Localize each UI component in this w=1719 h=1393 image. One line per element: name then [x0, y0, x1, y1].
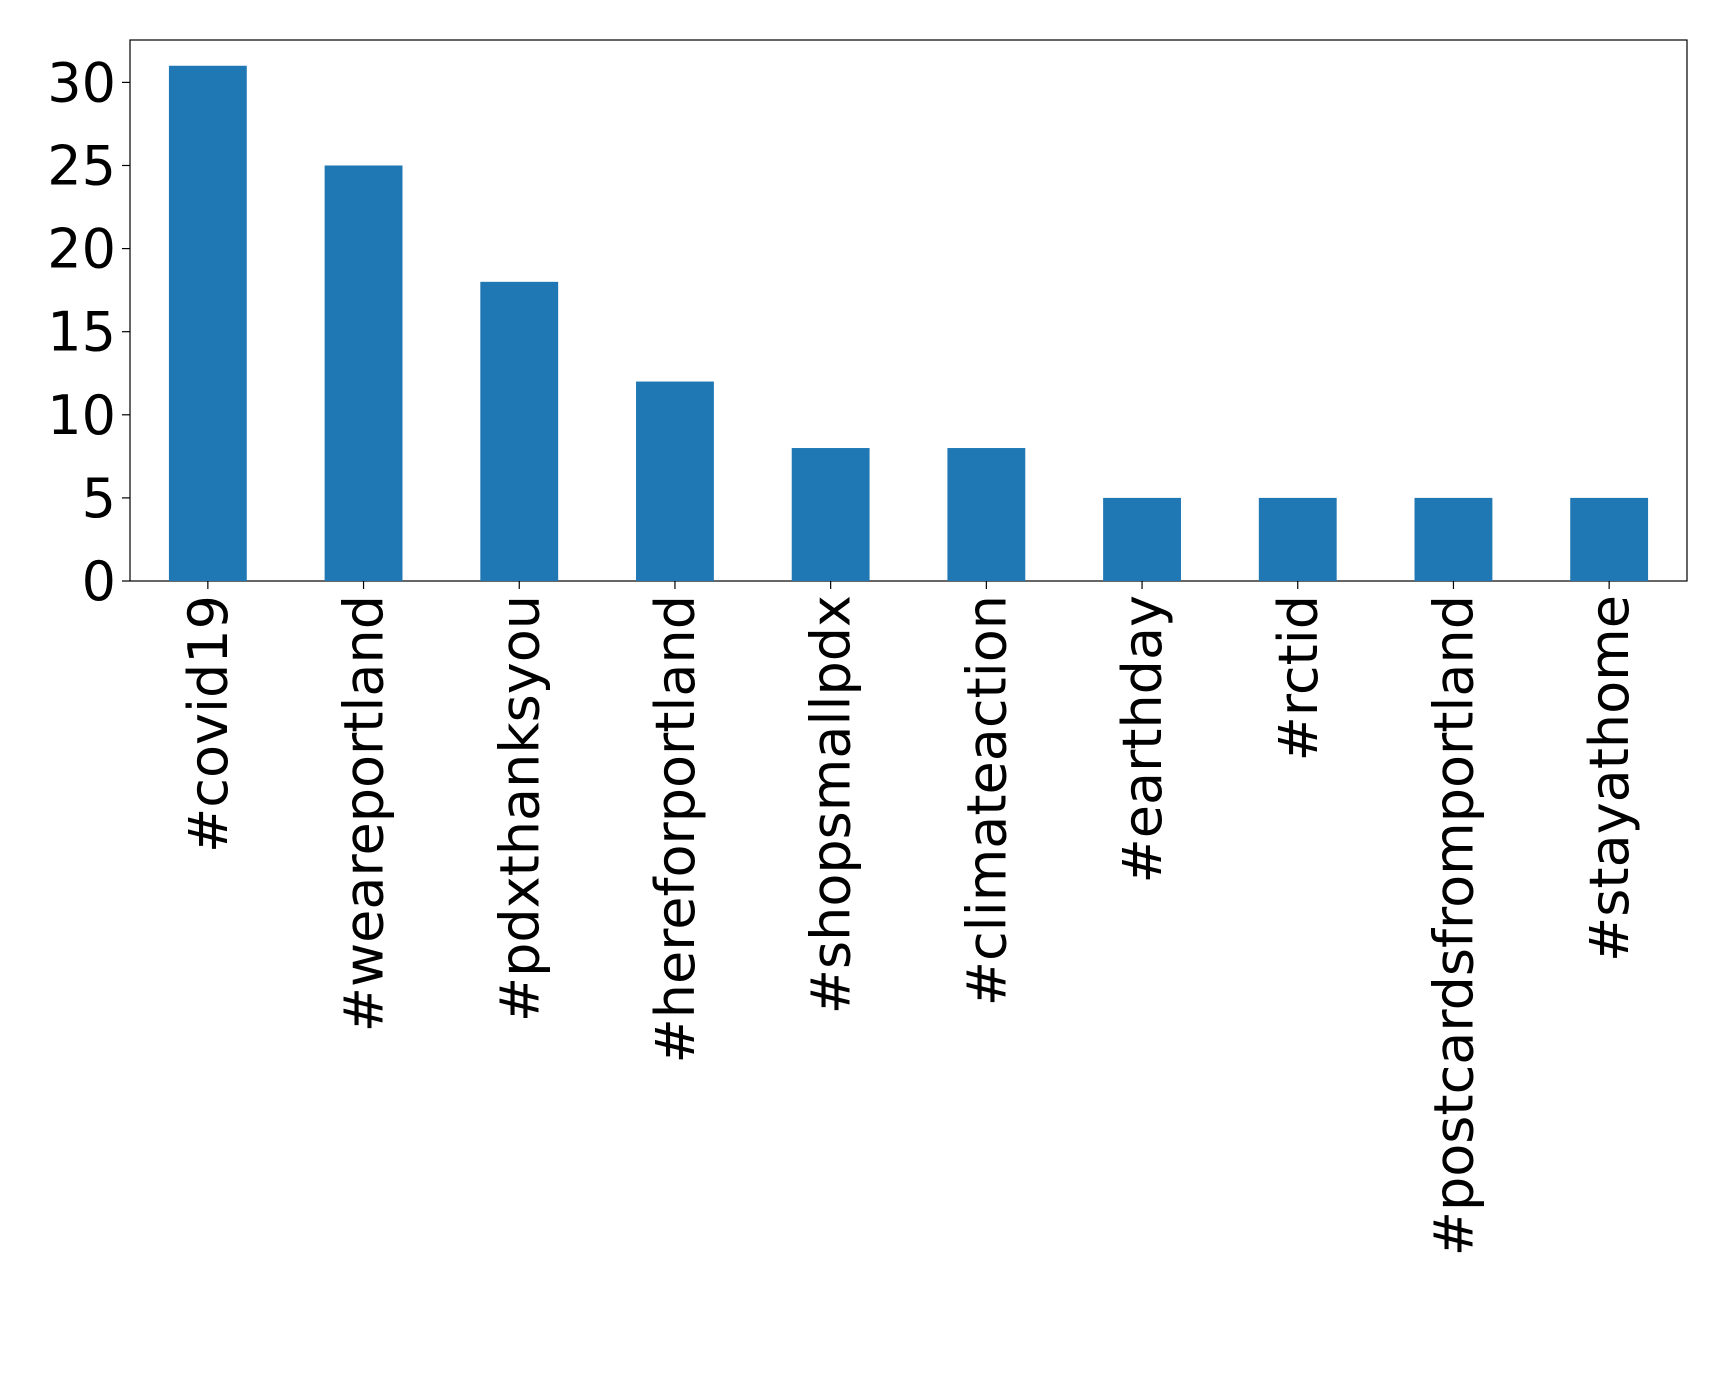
x-tick-label: #weareportland — [333, 595, 396, 1032]
plot-frame — [129, 39, 1688, 582]
y-tick-label: 5 — [82, 467, 116, 530]
bar — [1258, 497, 1337, 581]
bar — [791, 448, 870, 581]
x-tick-label: #climateaction — [955, 595, 1018, 1006]
x-tick-label: #stayathome — [1578, 595, 1641, 962]
x-tick-label: #earthday — [1111, 595, 1174, 883]
bar — [324, 165, 403, 581]
y-tick-label: 25 — [47, 134, 116, 197]
bar — [636, 381, 714, 581]
y-tick-label: 15 — [47, 301, 116, 364]
y-tick-label: 30 — [47, 51, 116, 114]
x-tick-label: #shopsmallpdx — [800, 595, 863, 1014]
y-tick-label: 20 — [47, 218, 116, 281]
x-tick-label: #pdxthanksyou — [488, 595, 551, 1022]
bar — [947, 448, 1026, 581]
bar — [168, 65, 247, 581]
x-tick-label: #hereforportland — [644, 595, 707, 1063]
bar — [1103, 497, 1181, 581]
bar — [1414, 497, 1493, 581]
bar — [480, 281, 559, 581]
bar — [1570, 497, 1649, 581]
x-tick-label: #covid19 — [177, 595, 240, 853]
x-tick-label: #postcardsfromportland — [1422, 595, 1485, 1256]
y-tick-label: 0 — [82, 550, 116, 613]
y-tick-label: 10 — [47, 384, 116, 447]
x-tick-label: #rctid — [1267, 595, 1330, 761]
